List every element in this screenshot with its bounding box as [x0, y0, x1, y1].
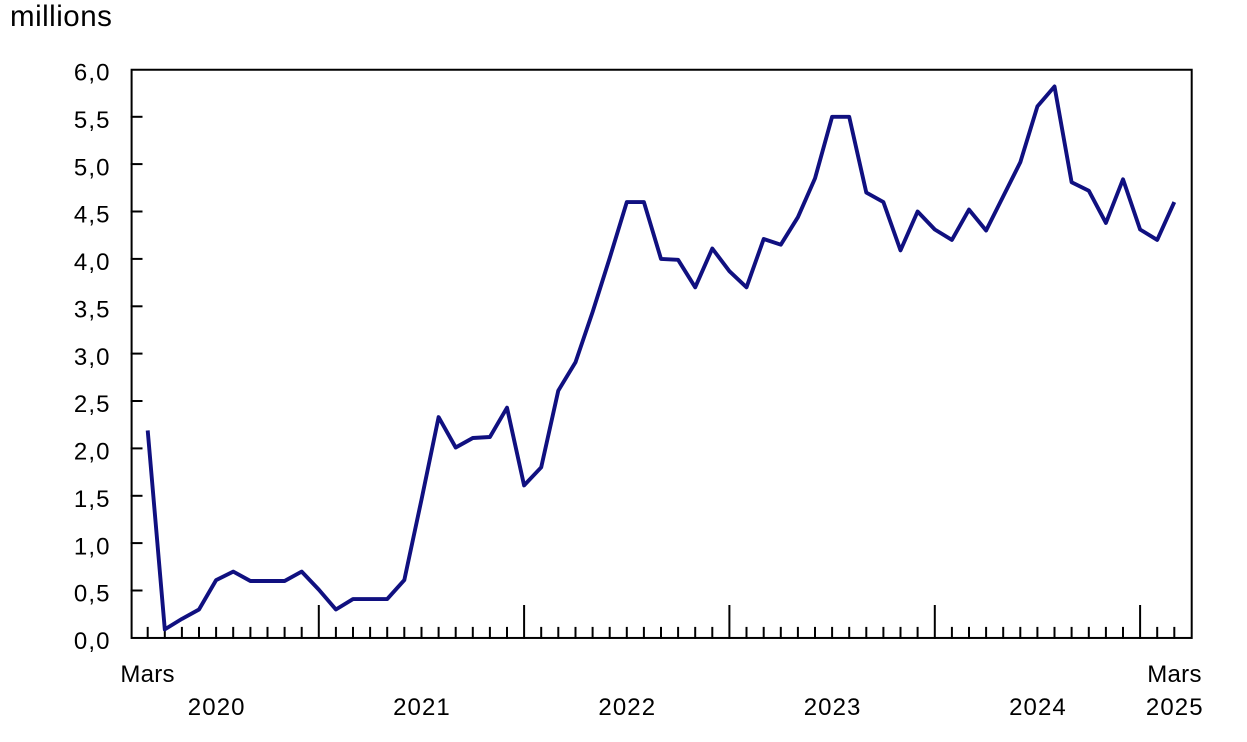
svg-text:3,0: 3,0 — [74, 344, 111, 371]
svg-text:2021: 2021 — [393, 694, 451, 721]
svg-text:4,5: 4,5 — [74, 202, 111, 229]
svg-text:3,5: 3,5 — [74, 297, 111, 324]
svg-text:4,0: 4,0 — [74, 249, 111, 276]
svg-text:0,5: 0,5 — [74, 581, 111, 608]
svg-text:2025: 2025 — [1146, 694, 1204, 721]
svg-text:Mars: Mars — [120, 661, 175, 688]
svg-text:2020: 2020 — [188, 694, 246, 721]
svg-text:0,0: 0,0 — [74, 628, 111, 655]
svg-text:Mars: Mars — [1147, 661, 1202, 688]
svg-text:5,0: 5,0 — [74, 154, 111, 181]
svg-text:2023: 2023 — [804, 694, 862, 721]
svg-text:2022: 2022 — [598, 694, 656, 721]
svg-text:2,5: 2,5 — [74, 391, 111, 418]
svg-text:6,0: 6,0 — [74, 60, 111, 87]
svg-text:2,0: 2,0 — [74, 439, 111, 466]
svg-text:millions: millions — [10, 0, 112, 33]
svg-text:1,0: 1,0 — [74, 533, 111, 560]
svg-text:5,5: 5,5 — [74, 107, 111, 134]
svg-text:2024: 2024 — [1009, 694, 1067, 721]
svg-text:1,5: 1,5 — [74, 486, 111, 513]
